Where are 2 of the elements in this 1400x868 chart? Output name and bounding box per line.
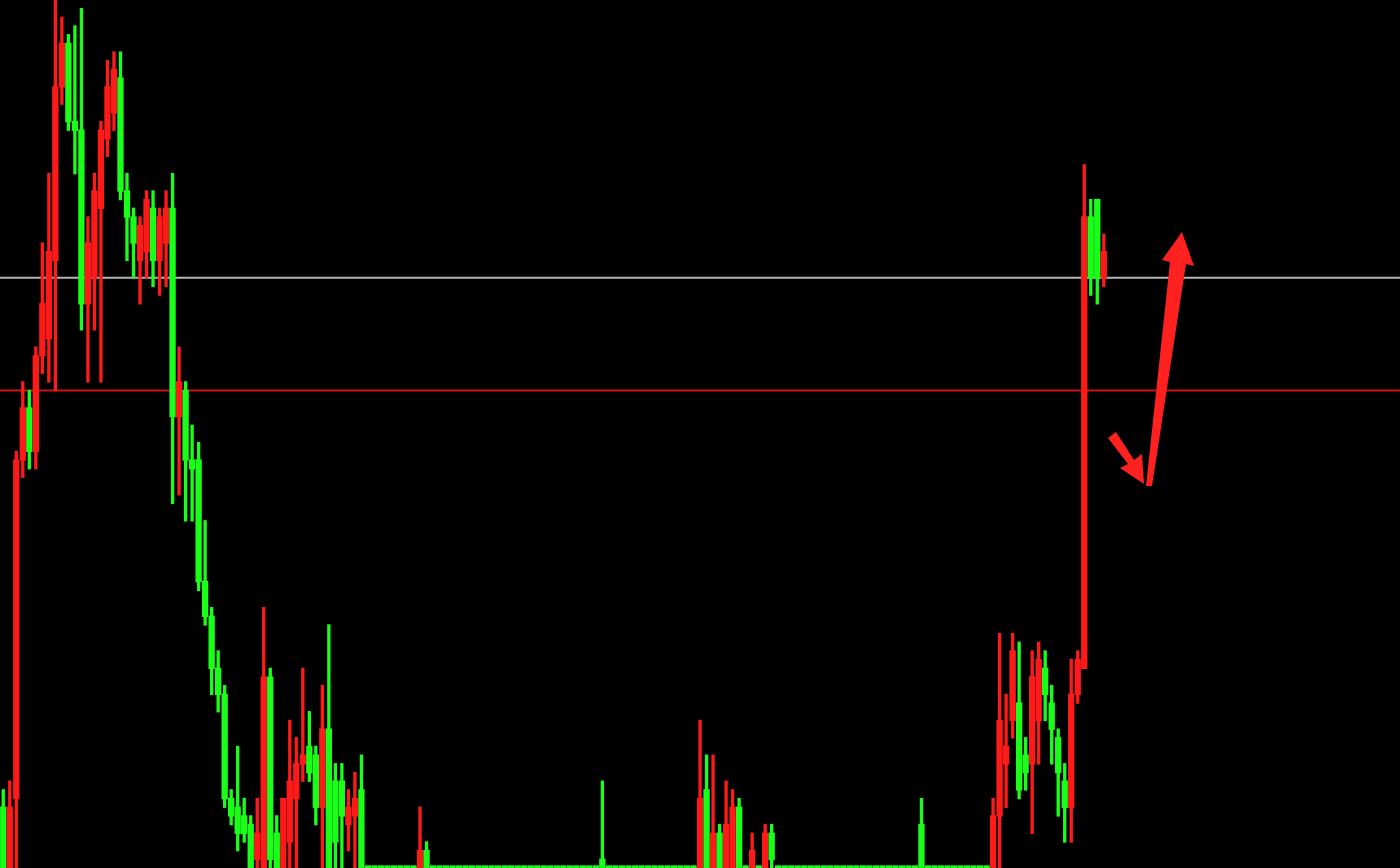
candlestick bbox=[175, 346, 183, 496]
candlestick bbox=[351, 771, 359, 868]
